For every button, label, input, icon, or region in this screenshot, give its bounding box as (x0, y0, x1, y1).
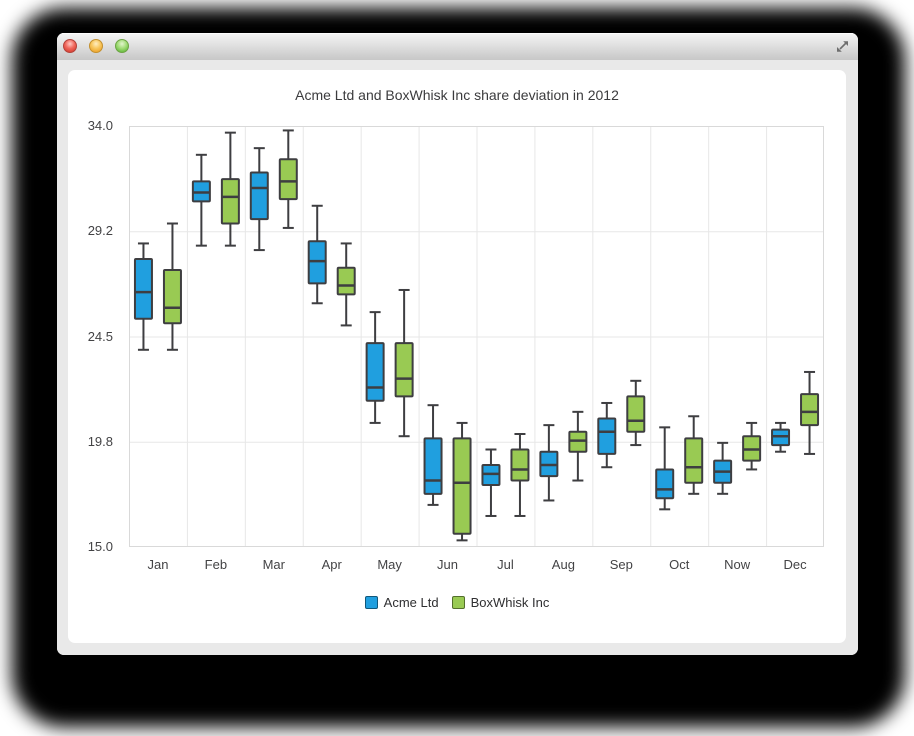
x-tick-label-jan: Jan (147, 557, 169, 572)
y-axis-labels: 15.0 19.8 24.5 29.2 34.0 (68, 118, 121, 554)
chart-title: Acme Ltd and BoxWhisk Inc share deviatio… (295, 87, 619, 103)
chart-panel: Acme Ltd and BoxWhisk Inc share deviatio… (68, 70, 846, 643)
legend: Acme Ltd BoxWhisk Inc (68, 593, 846, 611)
app-window: Acme Ltd and BoxWhisk Inc share deviatio… (57, 33, 858, 655)
box-sep-acme[interactable] (597, 417, 617, 455)
box-jun-boxwhisk[interactable] (452, 437, 472, 535)
x-axis-labels: Jan Feb Mar Apr May Jun Jul Aug Sep Oct Now Dec (129, 557, 824, 575)
x-tick-label-mar: Mar (262, 557, 285, 572)
box-apr-boxwhisk[interactable] (336, 266, 356, 296)
y-tick-label: 15.0 (87, 539, 113, 554)
x-tick-label-may: May (377, 557, 402, 572)
x-tick-label-jun: Jun (437, 557, 459, 572)
box-mar-boxwhisk[interactable] (278, 158, 298, 201)
box-feb-boxwhisk[interactable] (220, 178, 240, 225)
box-jan-acme[interactable] (133, 257, 153, 320)
x-tick-label-dec: Dec (783, 557, 807, 572)
legend-label: BoxWhisk Inc (470, 594, 550, 610)
x-tick-label-sep: Sep (609, 557, 633, 572)
y-tick-label: 24.5 (87, 328, 113, 344)
legend-item-acme-ltd[interactable]: Acme Ltd (364, 594, 439, 610)
legend-item-boxwhisk-inc[interactable]: BoxWhisk Inc (451, 594, 550, 610)
x-tick-label-feb: Feb (204, 557, 228, 572)
box-oct-acme[interactable] (655, 468, 675, 500)
box-jul-boxwhisk[interactable] (510, 448, 530, 482)
minimize-button[interactable] (89, 39, 103, 53)
box-sep-boxwhisk[interactable] (626, 395, 646, 433)
box-jun-acme[interactable] (423, 437, 443, 495)
y-tick-label: 29.2 (87, 223, 113, 239)
window-content: Acme Ltd and BoxWhisk Inc share deviatio… (57, 60, 858, 655)
box-may-boxwhisk[interactable] (394, 342, 414, 398)
box-dec-boxwhisk[interactable] (800, 393, 820, 427)
y-tick-label: 34.0 (87, 118, 113, 133)
boxplot-canvas (129, 126, 824, 547)
legend-marker-icon (364, 595, 378, 609)
x-tick-label-jul: Jul (497, 557, 514, 572)
box-oct-boxwhisk[interactable] (684, 437, 704, 484)
fullscreen-icon[interactable] (834, 38, 851, 55)
zoom-button[interactable] (115, 39, 129, 53)
legend-marker-icon (451, 595, 465, 609)
legend-label: Acme Ltd (383, 594, 439, 610)
x-tick-label-now: Now (724, 557, 751, 572)
y-tick-label: 19.8 (87, 433, 113, 449)
plot-border (129, 126, 824, 547)
close-button[interactable] (63, 39, 77, 53)
x-tick-label-oct: Oct (669, 557, 690, 572)
x-tick-label-apr: Apr (321, 557, 342, 572)
window-controls (63, 39, 129, 53)
box-jan-boxwhisk[interactable] (162, 269, 182, 325)
x-tick-label-aug: Aug (551, 557, 575, 572)
plot-area (129, 126, 824, 547)
box-mar-acme[interactable] (249, 171, 269, 221)
box-may-acme[interactable] (365, 342, 385, 402)
window-titlebar[interactable] (57, 33, 858, 61)
